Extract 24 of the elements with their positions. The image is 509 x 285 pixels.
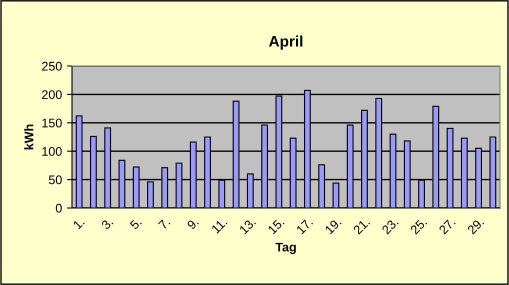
x-axis-title: Tag: [275, 242, 296, 254]
x-tick-label: 27.: [438, 217, 456, 235]
x-tick-label: 9.: [186, 217, 199, 230]
x-tick-label: 25.: [410, 217, 428, 235]
y-tick-label: 0: [56, 204, 62, 213]
x-tick-label: 11.: [211, 217, 228, 234]
x-tick-label: 13.: [238, 217, 256, 234]
y-tick-label: 50: [48, 175, 62, 184]
x-tick-label: 3.: [100, 217, 114, 230]
y-tick-label: 250: [42, 62, 62, 71]
chart-title: April: [268, 35, 302, 50]
x-tick-label: 29.: [466, 217, 484, 235]
y-tick-label: 150: [42, 118, 62, 128]
x-tick-label: 21.: [352, 217, 370, 235]
y-axis-title: kWh: [24, 124, 34, 150]
x-tick-label: 19.: [324, 217, 342, 234]
x-tick-label: 17.: [296, 217, 313, 234]
x-tick-label: 1.: [72, 217, 85, 230]
x-tick-label: 15.: [268, 217, 285, 234]
y-tick-label: 200: [42, 90, 62, 100]
y-tick-label: 100: [42, 147, 62, 156]
x-tick-label: 7.: [158, 217, 170, 230]
x-tick-label: 23.: [381, 217, 399, 235]
x-tick-label: 5.: [130, 217, 142, 230]
